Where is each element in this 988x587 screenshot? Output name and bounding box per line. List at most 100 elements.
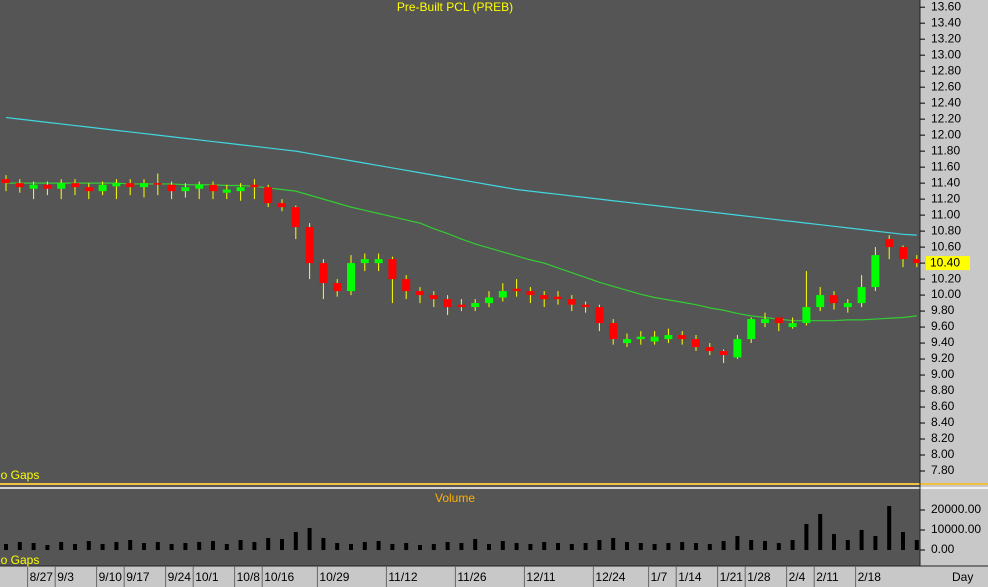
volume-bar [583, 543, 588, 550]
y-tick-label: 13.00 [931, 47, 961, 61]
y-tick-label: 12.20 [931, 111, 961, 125]
axes: 7.80 8.00 8.20 8.40 8.60 8.80 9.00 9.20 9.40 9.60… [27, 0, 981, 587]
volume-bar [404, 543, 409, 550]
y-tick-label: 13.40 [931, 15, 961, 29]
candle-body [443, 299, 452, 308]
volume-bar [211, 541, 215, 550]
candle-body [84, 187, 93, 192]
volume-bar [514, 543, 519, 550]
candle-body [526, 291, 535, 296]
y-tick-label: 8.00 [931, 447, 955, 461]
y-tick-label: 9.00 [931, 367, 955, 381]
candle-body [623, 339, 631, 344]
volume-bar [859, 530, 864, 550]
y-tick-label: 12.00 [931, 127, 961, 141]
volume-bar [349, 544, 353, 550]
x-tick-label: 10/16 [264, 570, 294, 584]
x-tick-label: 10/8 [237, 570, 261, 584]
candle-body [291, 207, 300, 228]
x-tick-label: 9/3 [57, 570, 74, 584]
moving-average [5, 116, 917, 236]
y-tick-label: 20000.00 [931, 502, 981, 516]
volume-plot [4, 506, 919, 550]
candle-body [498, 291, 507, 298]
candle-body [402, 279, 411, 292]
last-price-label: 10.40 [930, 255, 960, 269]
volume-bar [528, 544, 533, 550]
candle-body [678, 335, 687, 340]
y-tick-label: 9.60 [931, 319, 955, 333]
volume-bar [280, 539, 284, 550]
y-tick-label: 12.80 [931, 63, 961, 77]
volume-bar [735, 536, 740, 550]
y-tick-label: 9.20 [931, 351, 955, 365]
candle-body [471, 303, 480, 308]
volume-bar [335, 543, 340, 550]
x-tick-label: 1/28 [747, 570, 771, 584]
candle-body [167, 184, 176, 192]
y-tick-label: 11.80 [931, 143, 960, 157]
volume-bar [418, 545, 422, 550]
volume-bar [652, 544, 657, 550]
volume-bar [680, 542, 685, 550]
volume-bar [17, 542, 22, 550]
volume-bar [790, 540, 795, 550]
candle-body [181, 187, 190, 192]
volume-bar [362, 542, 367, 550]
candle-body [457, 304, 466, 308]
volume-bar [707, 544, 712, 550]
volume-bar [114, 542, 119, 550]
candle-body [360, 259, 369, 264]
y-tick-label: 11.60 [931, 159, 960, 173]
candle-body [830, 295, 838, 304]
volume-bar [818, 514, 823, 550]
y-tick-label: 10000.00 [931, 522, 981, 536]
volume-bar [307, 528, 312, 550]
volume-bar [569, 544, 574, 550]
candle-body [209, 184, 217, 192]
volume-bar [611, 538, 616, 550]
volume-bar [376, 541, 381, 550]
volume-bar [556, 543, 560, 550]
candle-body [802, 307, 811, 324]
x-tick-label: 9/24 [168, 570, 192, 584]
y-tick-label: 10.20 [931, 271, 961, 285]
x-tick-label: 10/1 [195, 570, 219, 584]
chart-title: Pre-Built PCL (PREB) [397, 0, 513, 14]
volume-bar [832, 534, 836, 550]
volume-bar [73, 544, 77, 550]
x-tick-label: 2/4 [789, 570, 806, 584]
volume-bar [873, 536, 878, 550]
candle-body [112, 183, 121, 187]
x-tick-label: 9/10 [99, 570, 123, 584]
volume-bar [197, 542, 202, 550]
y-tick-label: 11.40 [931, 175, 960, 189]
candle-body [899, 247, 907, 260]
price-plot [2, 116, 920, 364]
candle-body [747, 319, 756, 340]
volume-bar [500, 541, 505, 550]
last-price-box [926, 256, 970, 271]
x-tick-label: 2/11 [816, 570, 839, 584]
volume-bar [542, 542, 547, 550]
volume-bar [100, 544, 105, 550]
candle-body [567, 299, 576, 305]
candle-body [871, 255, 880, 288]
candle-body [153, 183, 162, 185]
x-tick-label: 9/17 [126, 570, 150, 584]
x-tick-label: 1/14 [678, 570, 702, 584]
volume-bar [887, 506, 892, 550]
volume-bar [473, 539, 478, 550]
x-tick-label: 2/18 [858, 570, 882, 584]
volume-bar [638, 543, 643, 550]
y-tick-label: 11.20 [931, 191, 960, 205]
right-axis-panel [920, 0, 988, 566]
candle-body [692, 339, 700, 348]
volume-bar [45, 545, 50, 550]
candle-body [595, 307, 604, 324]
x-axis-panel [0, 566, 988, 587]
candle-body [388, 259, 397, 280]
volume-bar [776, 543, 781, 550]
